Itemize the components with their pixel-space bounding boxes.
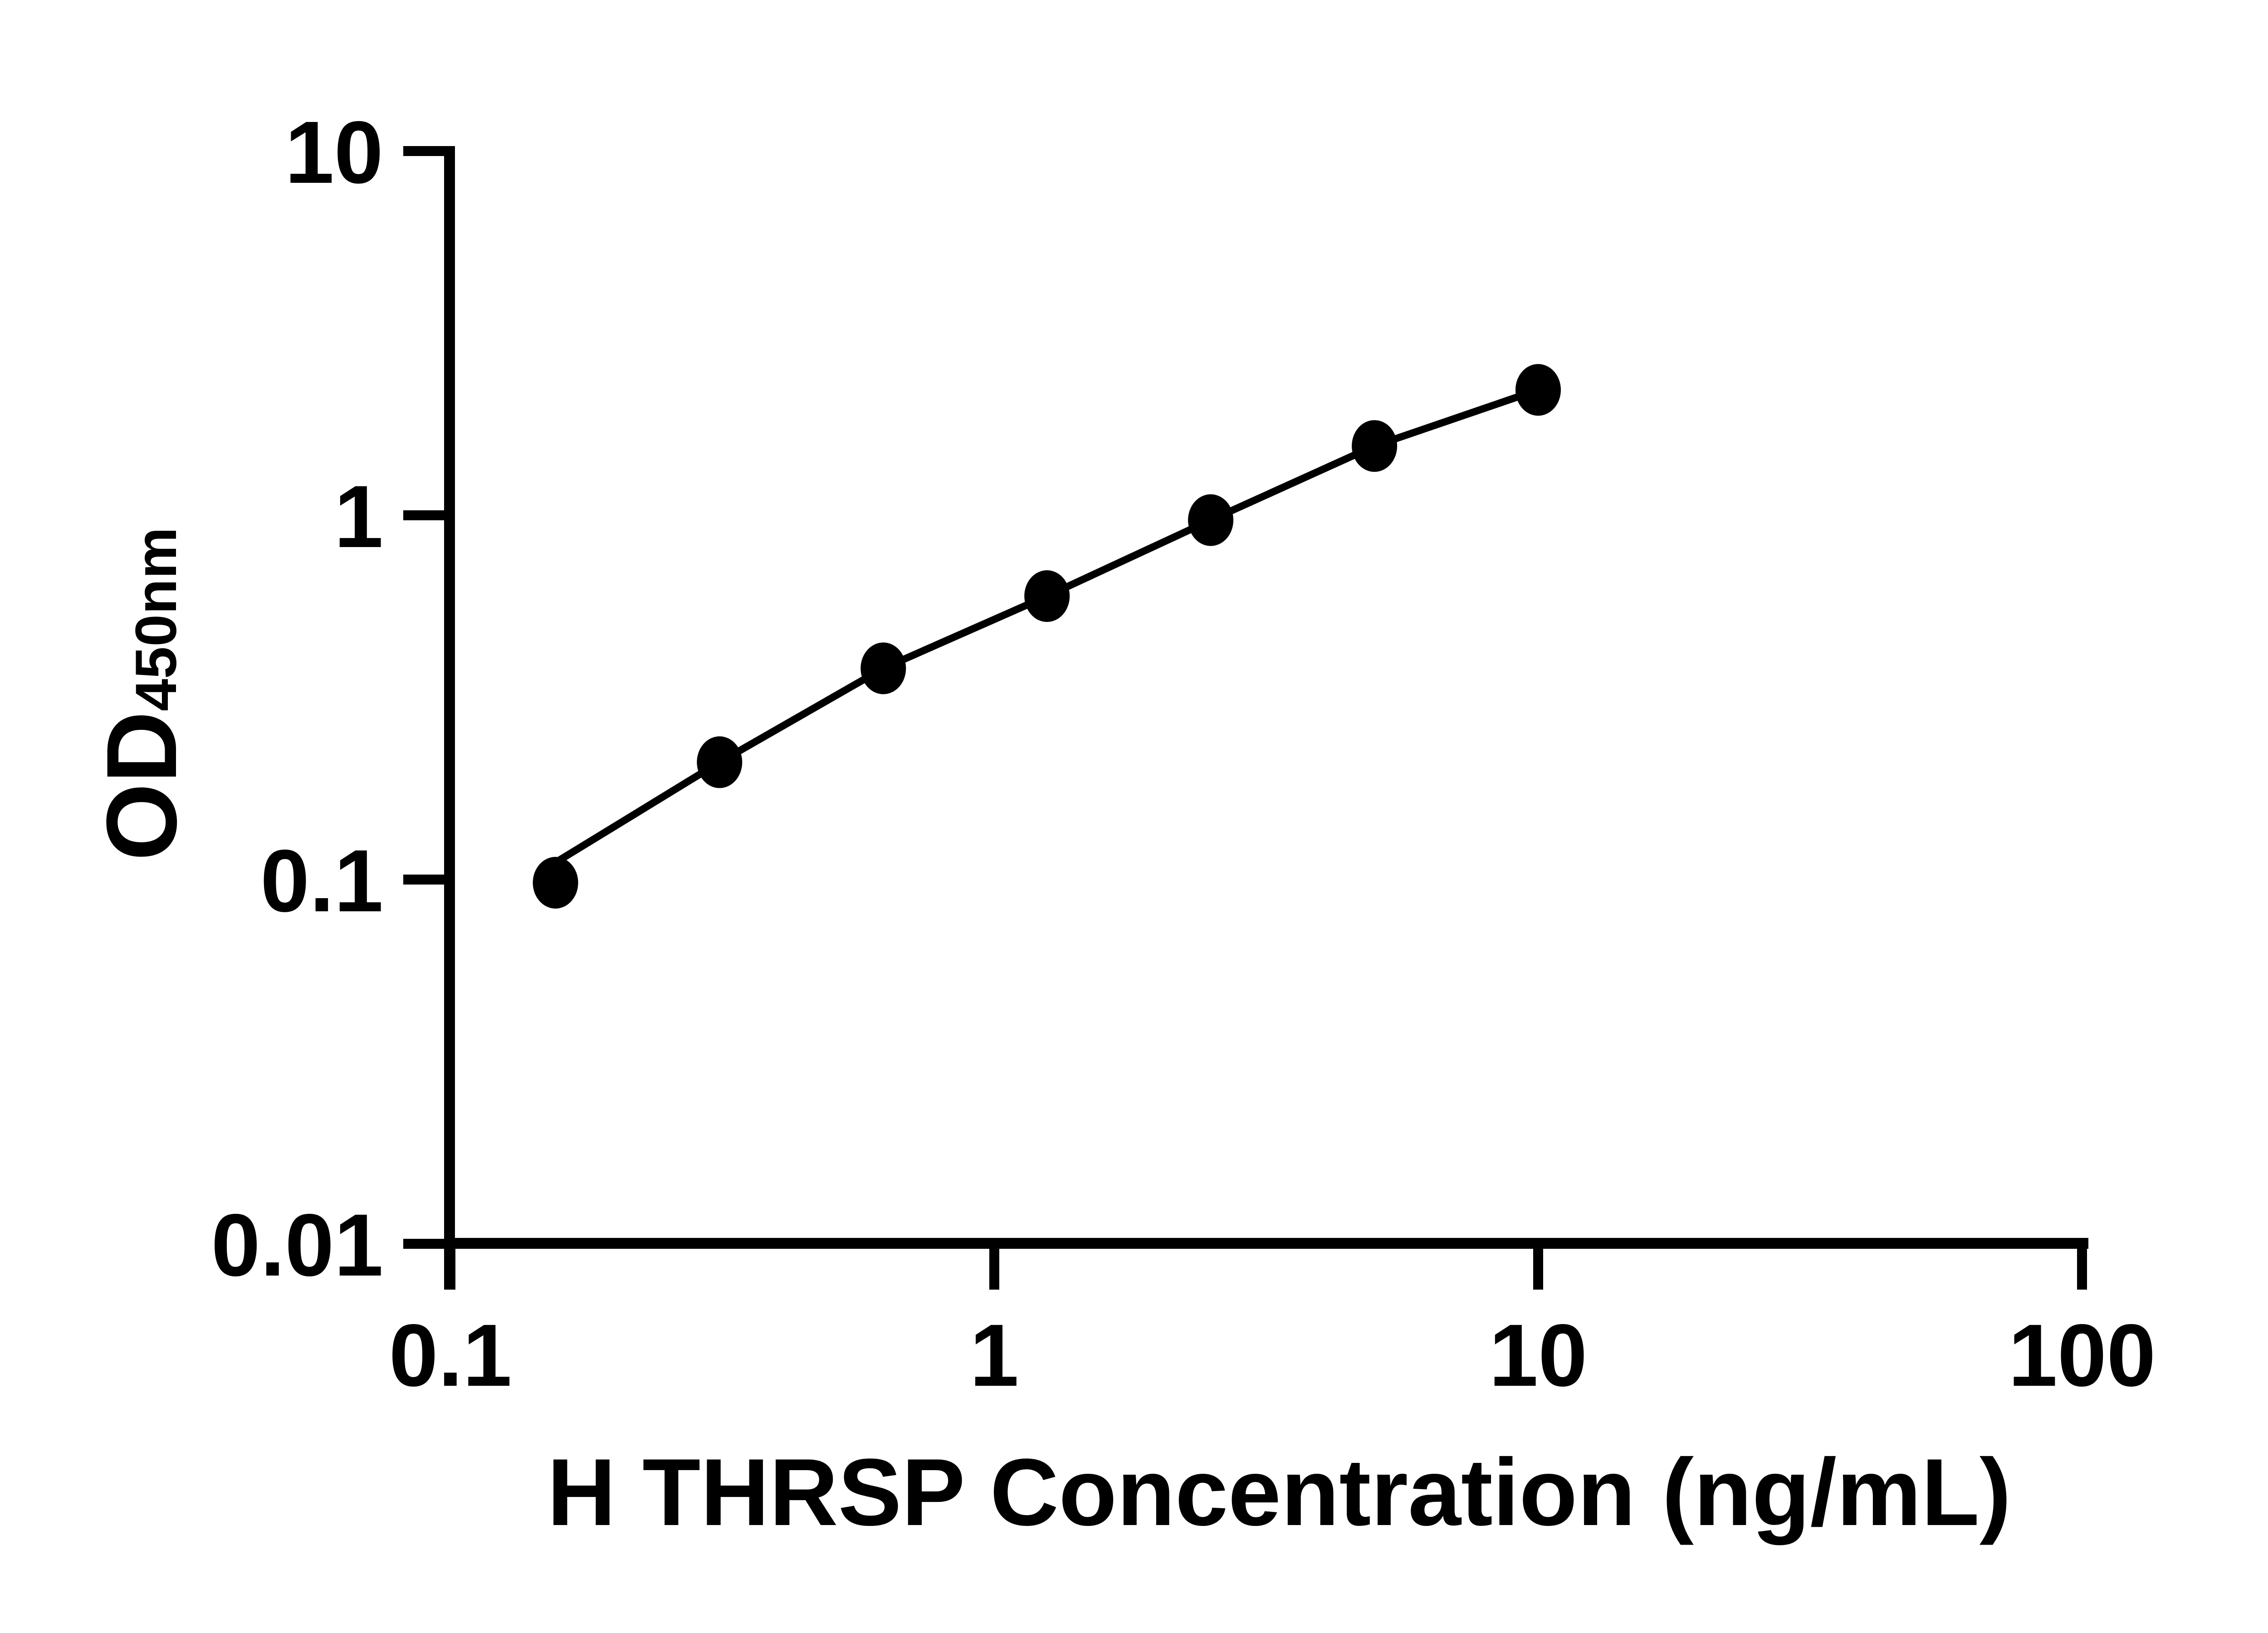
- y-tick-label-0.01: 0.01: [211, 1196, 383, 1295]
- data-point-1: [697, 736, 743, 788]
- x-axis-title: H THRSP Concentration (ng/mL): [547, 1439, 2011, 1545]
- y-axis-title-main: OD: [86, 711, 197, 861]
- data-point-0: [533, 857, 578, 909]
- x-axis-tick-labels: 0.1 1 10 100: [389, 1306, 2156, 1405]
- y-axis-ticks: [403, 146, 450, 1249]
- data-point-4: [1188, 494, 1234, 546]
- y-axis-tick-labels: 10 1 0.1 0.01: [211, 103, 383, 1295]
- y-axis-title-sub: 450nm: [124, 527, 189, 711]
- x-tick-label-100: 100: [2008, 1306, 2156, 1405]
- data-point-5: [1352, 420, 1398, 472]
- data-point-2: [860, 642, 906, 694]
- x-tick-label-1: 1: [970, 1306, 1019, 1405]
- y-tick-label-10: 10: [285, 103, 383, 202]
- y-tick-label-1: 1: [334, 467, 383, 566]
- data-point-6: [1515, 364, 1561, 416]
- y-axis-title: OD450nm: [86, 527, 197, 861]
- x-tick-label-10: 10: [1489, 1306, 1588, 1405]
- data-point-3: [1024, 570, 1070, 622]
- x-tick-label-0.1: 0.1: [389, 1306, 512, 1405]
- data-points: [533, 364, 1561, 909]
- y-tick-label-0.1: 0.1: [260, 831, 383, 930]
- x-axis-ticks: [445, 1243, 2087, 1290]
